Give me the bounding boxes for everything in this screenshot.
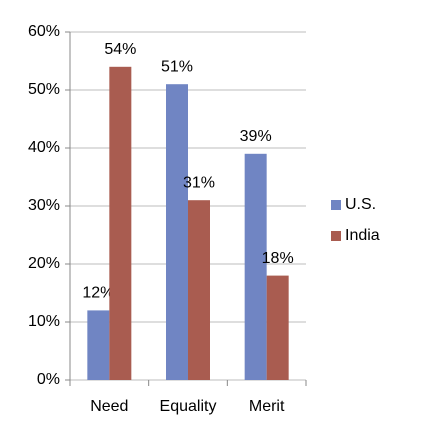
- bar: [166, 84, 188, 380]
- bar: [188, 200, 210, 380]
- y-tick-label: 40%: [28, 139, 60, 156]
- value-label: 39%: [240, 128, 272, 145]
- legend-label: India: [345, 227, 380, 244]
- x-tick-label: Need: [90, 398, 128, 415]
- bar: [109, 66, 132, 381]
- y-tick-label: 10%: [28, 313, 60, 330]
- value-label: 31%: [183, 174, 215, 191]
- bar: [266, 275, 289, 380]
- value-label: 51%: [161, 58, 193, 75]
- y-tick-label: 20%: [28, 255, 60, 272]
- value-label: 54%: [104, 41, 136, 58]
- legend-swatch: [331, 231, 341, 241]
- bar: [87, 310, 110, 380]
- y-tick-label: 50%: [28, 81, 60, 98]
- x-tick-label: Merit: [249, 398, 285, 415]
- y-tick-label: 30%: [28, 197, 60, 214]
- legend-label: U.S.: [345, 196, 376, 213]
- bar: [244, 153, 267, 380]
- legend-swatch: [331, 200, 341, 210]
- y-tick-label: 0%: [37, 371, 60, 388]
- x-tick-label: Equality: [160, 398, 217, 415]
- value-label: 18%: [262, 250, 294, 267]
- value-label: 12%: [82, 285, 114, 302]
- y-tick-label: 60%: [28, 23, 60, 40]
